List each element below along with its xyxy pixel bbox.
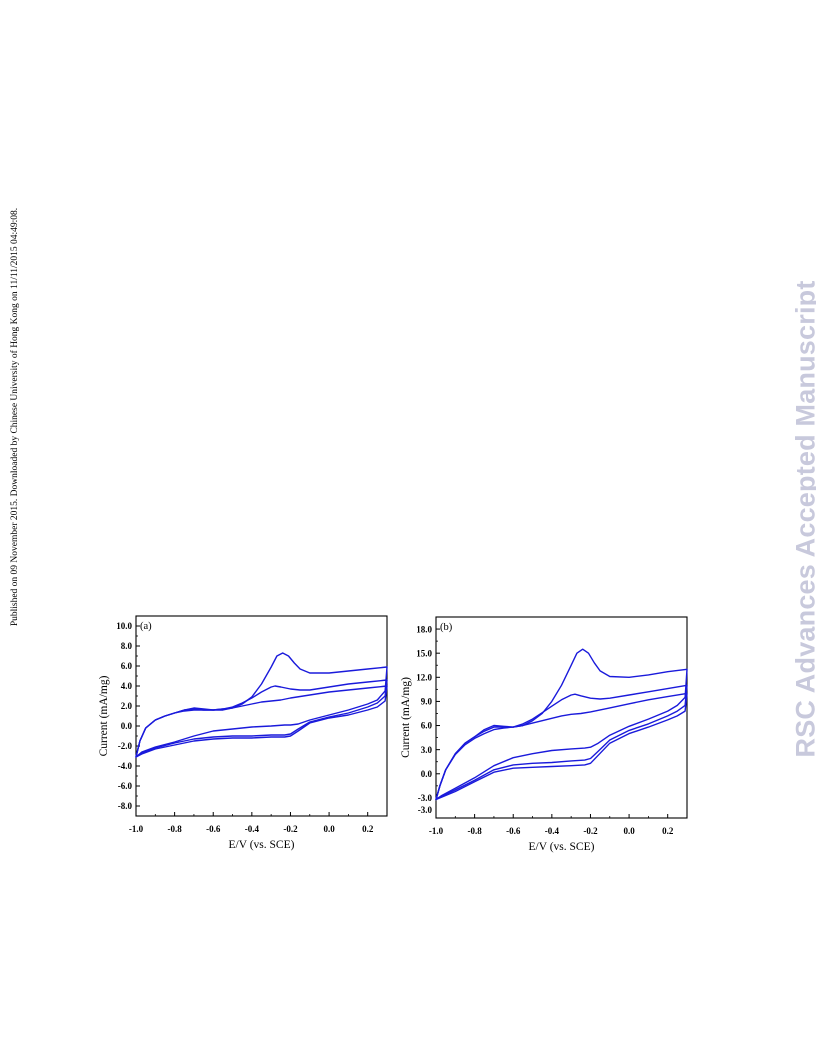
y-tick-label: -3.0 xyxy=(418,805,433,815)
y-tick-label: 15.0 xyxy=(416,648,432,658)
y-tick-label: 6.0 xyxy=(121,661,133,671)
cv-curve-2 xyxy=(135,679,388,758)
plot-frame xyxy=(135,615,388,817)
x-tick-label: -0.6 xyxy=(206,824,221,834)
y-tick-label: 9.0 xyxy=(421,697,433,707)
x-tick-label: 0.0 xyxy=(323,824,335,834)
y-tick-label: 10.0 xyxy=(116,621,132,631)
x-tick-label: 0.0 xyxy=(623,826,635,836)
y-axis-title: Current (mA/mg) xyxy=(98,675,110,756)
y-tick-label: -6.0 xyxy=(118,781,133,791)
y-tick-label: 12.0 xyxy=(416,673,432,683)
y-tick-label: 8.0 xyxy=(121,641,133,651)
y-tick-label: 18.0 xyxy=(416,624,432,634)
x-tick-label: -0.4 xyxy=(545,826,560,836)
x-tick-label: -0.6 xyxy=(506,826,521,836)
x-tick-label: -0.8 xyxy=(467,826,482,836)
y-tick-label: -2.0 xyxy=(118,741,133,751)
panel-label: (b) xyxy=(440,622,453,633)
x-tick-label: 0.2 xyxy=(362,824,374,834)
y-tick-label: 3.0 xyxy=(421,745,433,755)
plot-frame xyxy=(435,616,688,819)
y-tick-label: -4.0 xyxy=(118,761,133,771)
y-tick-label: 2.0 xyxy=(121,701,133,711)
cv-chart-b: -1.0 -0.8 -0.6 -0.4 -0.2 0.0 0.2 -3.0 -3.0 0.0 3.0… xyxy=(400,616,688,853)
cv-curve-1 xyxy=(435,648,688,801)
x-tick-label: -0.2 xyxy=(283,824,298,834)
y-tick-label: -3.0 xyxy=(418,793,433,803)
y-tick-label: -8.0 xyxy=(118,801,133,811)
y-tick-label: 4.0 xyxy=(121,681,133,691)
watermark: RSC Advances Accepted Manuscript xyxy=(790,280,816,758)
publication-note: Published on 09 November 2015. Downloade… xyxy=(10,207,20,627)
x-axis-title: E/V (vs. SCE) xyxy=(529,841,595,853)
x-tick-label: -0.4 xyxy=(245,824,260,834)
x-tick-label: -0.8 xyxy=(167,824,182,834)
panel-label: (a) xyxy=(140,621,152,632)
cv-curve-1 xyxy=(135,652,388,758)
x-tick-label: 0.2 xyxy=(662,826,674,836)
y-tick-label: 0.0 xyxy=(421,769,433,779)
cv-curve-2 xyxy=(435,684,688,801)
x-tick-label: -0.2 xyxy=(583,826,598,836)
x-tick-label: -1.0 xyxy=(129,824,144,834)
y-tick-label: 6.0 xyxy=(421,721,433,731)
y-tick-label: 0.0 xyxy=(121,721,133,731)
cv-curve-3 xyxy=(135,685,388,758)
cv-chart-a: -1.0 -0.8 -0.6 -0.4 -0.2 0.0 0.2 -8.0 -6.0 -4.0 -2… xyxy=(98,615,388,851)
cv-curve-3 xyxy=(435,692,688,801)
y-axis-title: Current (mA/mg) xyxy=(400,677,412,758)
x-tick-label: -1.0 xyxy=(429,826,444,836)
x-axis-title: E/V (vs. SCE) xyxy=(229,839,295,851)
